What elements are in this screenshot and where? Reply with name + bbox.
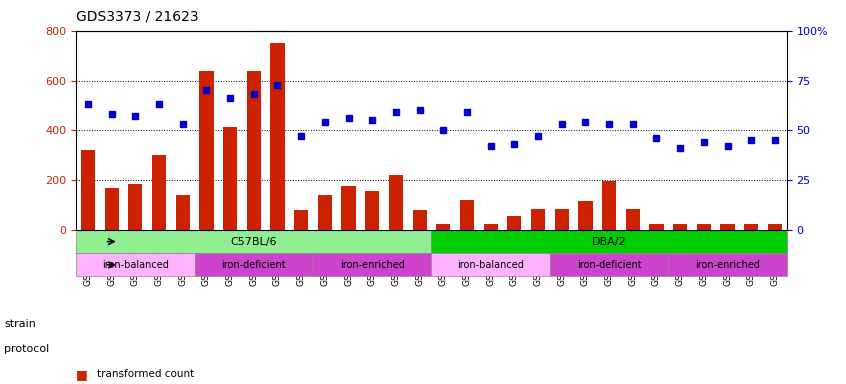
- Bar: [342, 186, 355, 230]
- Bar: [247, 71, 261, 230]
- FancyBboxPatch shape: [431, 253, 550, 276]
- Bar: [200, 71, 213, 230]
- FancyBboxPatch shape: [195, 253, 313, 276]
- Bar: [768, 224, 782, 230]
- FancyBboxPatch shape: [431, 230, 787, 253]
- FancyBboxPatch shape: [550, 253, 668, 276]
- Bar: [223, 127, 237, 230]
- Bar: [721, 224, 734, 230]
- FancyBboxPatch shape: [76, 230, 431, 253]
- Bar: [176, 195, 190, 230]
- Bar: [437, 224, 450, 230]
- Bar: [460, 200, 474, 230]
- Bar: [626, 209, 640, 230]
- Text: DBA/2: DBA/2: [592, 237, 626, 247]
- Bar: [744, 224, 758, 230]
- FancyBboxPatch shape: [668, 253, 787, 276]
- Bar: [413, 210, 426, 230]
- Text: iron-enriched: iron-enriched: [695, 260, 760, 270]
- FancyBboxPatch shape: [313, 253, 431, 276]
- Bar: [389, 175, 403, 230]
- Bar: [508, 216, 521, 230]
- Text: iron-balanced: iron-balanced: [457, 260, 525, 270]
- Bar: [697, 224, 711, 230]
- Bar: [318, 195, 332, 230]
- Text: ■: ■: [76, 368, 88, 381]
- Text: strain: strain: [4, 319, 36, 329]
- Bar: [484, 224, 497, 230]
- Bar: [129, 184, 142, 230]
- Bar: [531, 209, 545, 230]
- Text: iron-deficient: iron-deficient: [577, 260, 641, 270]
- Text: GDS3373 / 21623: GDS3373 / 21623: [76, 9, 199, 23]
- Bar: [294, 210, 308, 230]
- Text: iron-enriched: iron-enriched: [340, 260, 404, 270]
- Bar: [555, 209, 569, 230]
- Bar: [365, 191, 379, 230]
- Bar: [673, 224, 687, 230]
- Text: transformed count: transformed count: [97, 369, 195, 379]
- Bar: [81, 150, 95, 230]
- Bar: [579, 201, 592, 230]
- Text: ■: ■: [76, 383, 88, 384]
- Bar: [650, 224, 663, 230]
- Bar: [602, 181, 616, 230]
- Bar: [152, 155, 166, 230]
- Text: C57BL/6: C57BL/6: [231, 237, 277, 247]
- Text: iron-deficient: iron-deficient: [222, 260, 286, 270]
- Bar: [105, 188, 118, 230]
- Bar: [271, 43, 284, 230]
- Text: iron-balanced: iron-balanced: [102, 260, 169, 270]
- Text: protocol: protocol: [4, 344, 49, 354]
- FancyBboxPatch shape: [76, 253, 195, 276]
